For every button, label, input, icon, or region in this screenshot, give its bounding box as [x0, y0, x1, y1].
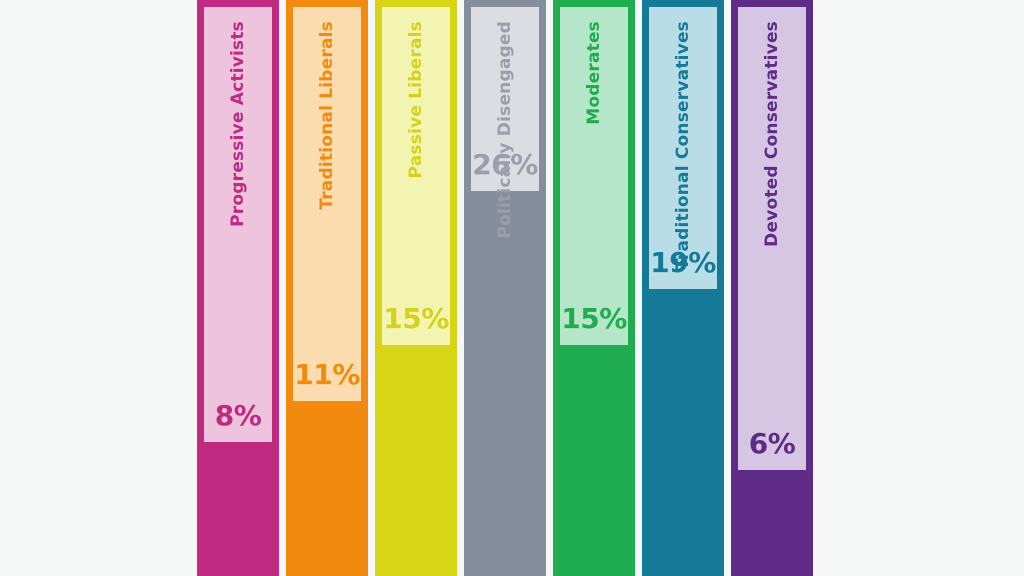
segment-column: Moderates 15% — [553, 0, 635, 576]
segment-column: Traditional Liberals 11% — [286, 0, 368, 576]
segment-column: Traditional Conservatives 19% — [642, 0, 724, 576]
segment-panel: Passive Liberals 15% — [382, 7, 450, 345]
segment-panel: Traditional Conservatives 19% — [649, 7, 717, 289]
segment-percentage: 26% — [472, 148, 538, 181]
segment-label: Devoted Conservatives — [762, 21, 782, 247]
segment-label: Passive Liberals — [406, 21, 426, 179]
segment-label: Moderates — [584, 21, 604, 125]
segment-column: Politically Disengaged 26% — [464, 0, 546, 576]
segment-panel: Politically Disengaged 26% — [471, 7, 539, 239]
segment-panel: Moderates 15% — [560, 7, 628, 345]
segment-percentage: 15% — [383, 302, 449, 335]
segment-percentage: 19% — [650, 246, 716, 279]
segment-label: Politically Disengaged — [495, 21, 515, 239]
segment-column: Progressive Activists 8% — [197, 0, 279, 576]
segment-label: Progressive Activists — [228, 21, 248, 227]
segment-column: Devoted Conservatives 6% — [731, 0, 813, 576]
segment-column: Passive Liberals 15% — [375, 0, 457, 576]
segment-percentage: 15% — [561, 302, 627, 335]
segment-label: Traditional Liberals — [317, 21, 337, 210]
segment-percentage: 8% — [214, 399, 262, 432]
segment-panel: Traditional Liberals 11% — [293, 7, 361, 401]
segment-panel: Devoted Conservatives 6% — [738, 7, 806, 470]
segment-panel: Progressive Activists 8% — [204, 7, 272, 442]
segment-percentage: 6% — [748, 427, 796, 460]
segment-label: Traditional Conservatives — [673, 21, 693, 271]
segment-percentage: 11% — [294, 358, 360, 391]
